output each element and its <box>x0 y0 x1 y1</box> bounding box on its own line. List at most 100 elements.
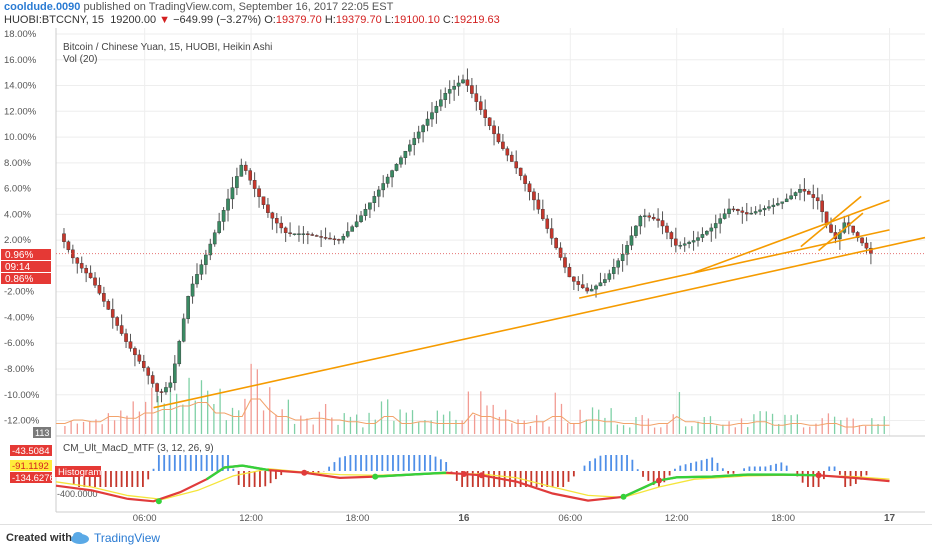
y-tick-label: 16.00% <box>4 55 37 66</box>
x-tick-label: 18:00 <box>346 513 370 524</box>
candle-body <box>594 286 597 289</box>
candle-body <box>235 176 238 187</box>
candle-body <box>368 203 371 209</box>
candle-body <box>541 209 544 219</box>
created-with-text: Created with <box>6 532 72 544</box>
histogram-bar <box>413 455 415 471</box>
candle-body <box>537 200 540 209</box>
volume-bar <box>822 418 823 434</box>
candle-body <box>80 263 83 268</box>
candle-body <box>249 171 252 181</box>
candle-body <box>102 293 105 301</box>
volume-bar <box>145 402 146 434</box>
histogram-bar <box>679 466 681 471</box>
volume-bar <box>853 419 854 434</box>
histogram-bar <box>179 455 181 471</box>
candle-body <box>422 125 425 131</box>
tradingview-cloud-icon <box>70 531 90 545</box>
candle-body <box>382 183 385 189</box>
cross-marker <box>479 472 485 478</box>
candle-body <box>124 334 127 342</box>
candle-body <box>679 245 682 246</box>
histogram-bar <box>334 462 336 471</box>
histogram-bar <box>610 455 612 471</box>
histogram-bar <box>344 456 346 471</box>
candle-body <box>133 348 136 354</box>
x-tick-label: 06:00 <box>558 513 582 524</box>
volume-bar <box>759 411 760 434</box>
tradingview-brand-link[interactable]: TradingView <box>94 531 160 545</box>
candle-body <box>204 255 207 265</box>
volume-bar <box>139 412 140 434</box>
candle-body <box>93 278 96 285</box>
candle-body <box>262 197 265 205</box>
countdown-label: 09:14 <box>5 262 30 273</box>
y-tick-label: 4.00% <box>4 209 31 220</box>
volume-bar <box>300 416 301 434</box>
histogram-tag: Histogram <box>58 467 101 478</box>
candle-body <box>807 191 810 194</box>
cross-marker <box>816 472 822 478</box>
histogram-bar <box>195 455 197 471</box>
volume-bar <box>797 414 798 434</box>
candle-body <box>639 216 642 226</box>
footer: Created with TradingView <box>0 524 932 551</box>
volume-bar <box>455 420 456 434</box>
candle-body <box>120 326 123 334</box>
candle-body <box>528 184 531 192</box>
candle-body <box>634 226 637 236</box>
histogram-bar <box>275 471 277 479</box>
volume-bar <box>64 426 65 434</box>
candle-body <box>497 134 500 142</box>
histogram-bar <box>131 471 133 487</box>
histogram-bar <box>722 468 724 471</box>
histogram-bar <box>552 471 554 487</box>
histogram-bar <box>690 463 692 471</box>
volume-bar <box>722 425 723 434</box>
candle-body <box>413 138 416 144</box>
candle-body <box>430 113 433 119</box>
candle-body <box>395 164 398 170</box>
histogram-bar <box>764 467 766 472</box>
volume-bar <box>654 428 655 434</box>
candle-body <box>590 289 593 291</box>
candle-body <box>439 100 442 106</box>
volume-bar <box>691 426 692 434</box>
histogram-bar <box>169 455 171 471</box>
volume-bar <box>511 423 512 434</box>
histogram-bar <box>185 455 187 471</box>
candle-body <box>501 142 504 149</box>
candle-body <box>457 83 460 86</box>
candle-body <box>625 245 628 254</box>
candle-body <box>377 190 380 196</box>
candle-body <box>550 229 553 239</box>
candle-body <box>750 213 753 214</box>
candle-body <box>515 162 518 168</box>
histogram-bar <box>711 458 713 472</box>
volume-bar <box>493 405 494 434</box>
candle-body <box>812 194 815 197</box>
volume-value-badge: 113 <box>33 427 51 438</box>
candle-body <box>328 238 331 239</box>
volume-bar <box>238 410 239 434</box>
candle-body <box>116 317 119 325</box>
volume-bar <box>337 425 338 434</box>
cross-marker <box>372 474 378 480</box>
histogram-bar <box>488 471 490 487</box>
candle-body <box>346 231 349 236</box>
cross-marker <box>301 470 307 476</box>
volume-bar <box>542 421 543 434</box>
volume-bar <box>617 425 618 434</box>
candle-body <box>696 238 699 241</box>
histogram-bar <box>376 455 378 471</box>
candle-body <box>107 301 110 309</box>
histogram-bar <box>557 471 559 487</box>
price-chart[interactable]: -400.0000 18.00%16.00%14.00%12.00%10.00%… <box>0 0 932 524</box>
histogram-bar <box>743 468 745 471</box>
countdown-badge: 09:14 <box>1 261 51 273</box>
histogram-bar <box>174 455 176 471</box>
histogram-bar <box>440 459 442 471</box>
candle-body <box>342 236 345 240</box>
histogram-bar <box>349 455 351 471</box>
histogram-bar <box>685 464 687 471</box>
